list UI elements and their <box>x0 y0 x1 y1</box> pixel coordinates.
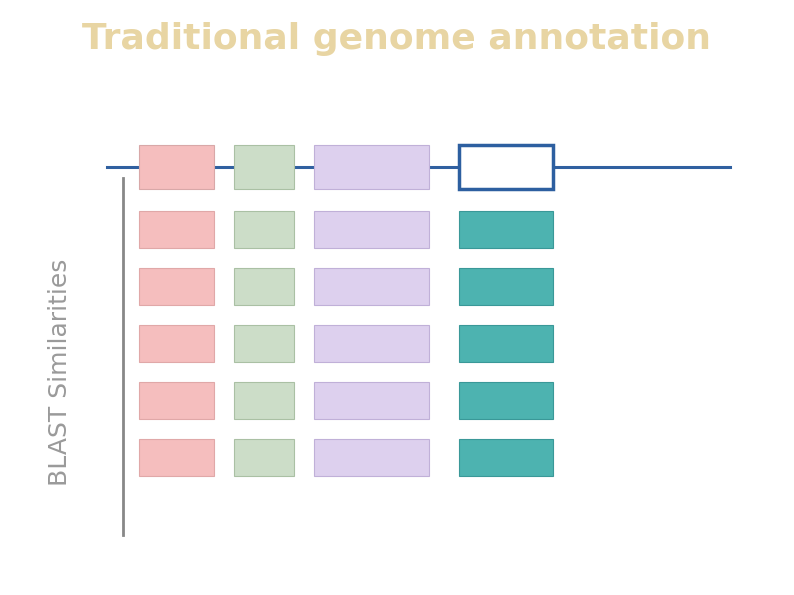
Bar <box>459 325 553 362</box>
Bar <box>314 439 429 476</box>
Bar <box>234 145 294 189</box>
Bar <box>459 268 553 305</box>
Bar <box>459 145 553 189</box>
Bar <box>139 211 214 248</box>
Bar <box>139 268 214 305</box>
Bar <box>139 325 214 362</box>
Bar <box>314 382 429 419</box>
Bar <box>234 325 294 362</box>
Bar <box>459 211 553 248</box>
Bar <box>139 382 214 419</box>
Bar <box>314 211 429 248</box>
Bar <box>234 268 294 305</box>
Bar <box>459 439 553 476</box>
Bar <box>139 439 214 476</box>
Text: BLAST Similarities: BLAST Similarities <box>48 259 71 486</box>
Bar <box>314 268 429 305</box>
Bar <box>459 382 553 419</box>
Bar <box>234 382 294 419</box>
Bar <box>234 439 294 476</box>
Bar <box>314 325 429 362</box>
Bar <box>234 211 294 248</box>
Bar <box>139 145 214 189</box>
Text: Traditional genome annotation: Traditional genome annotation <box>83 21 711 56</box>
Bar <box>314 145 429 189</box>
